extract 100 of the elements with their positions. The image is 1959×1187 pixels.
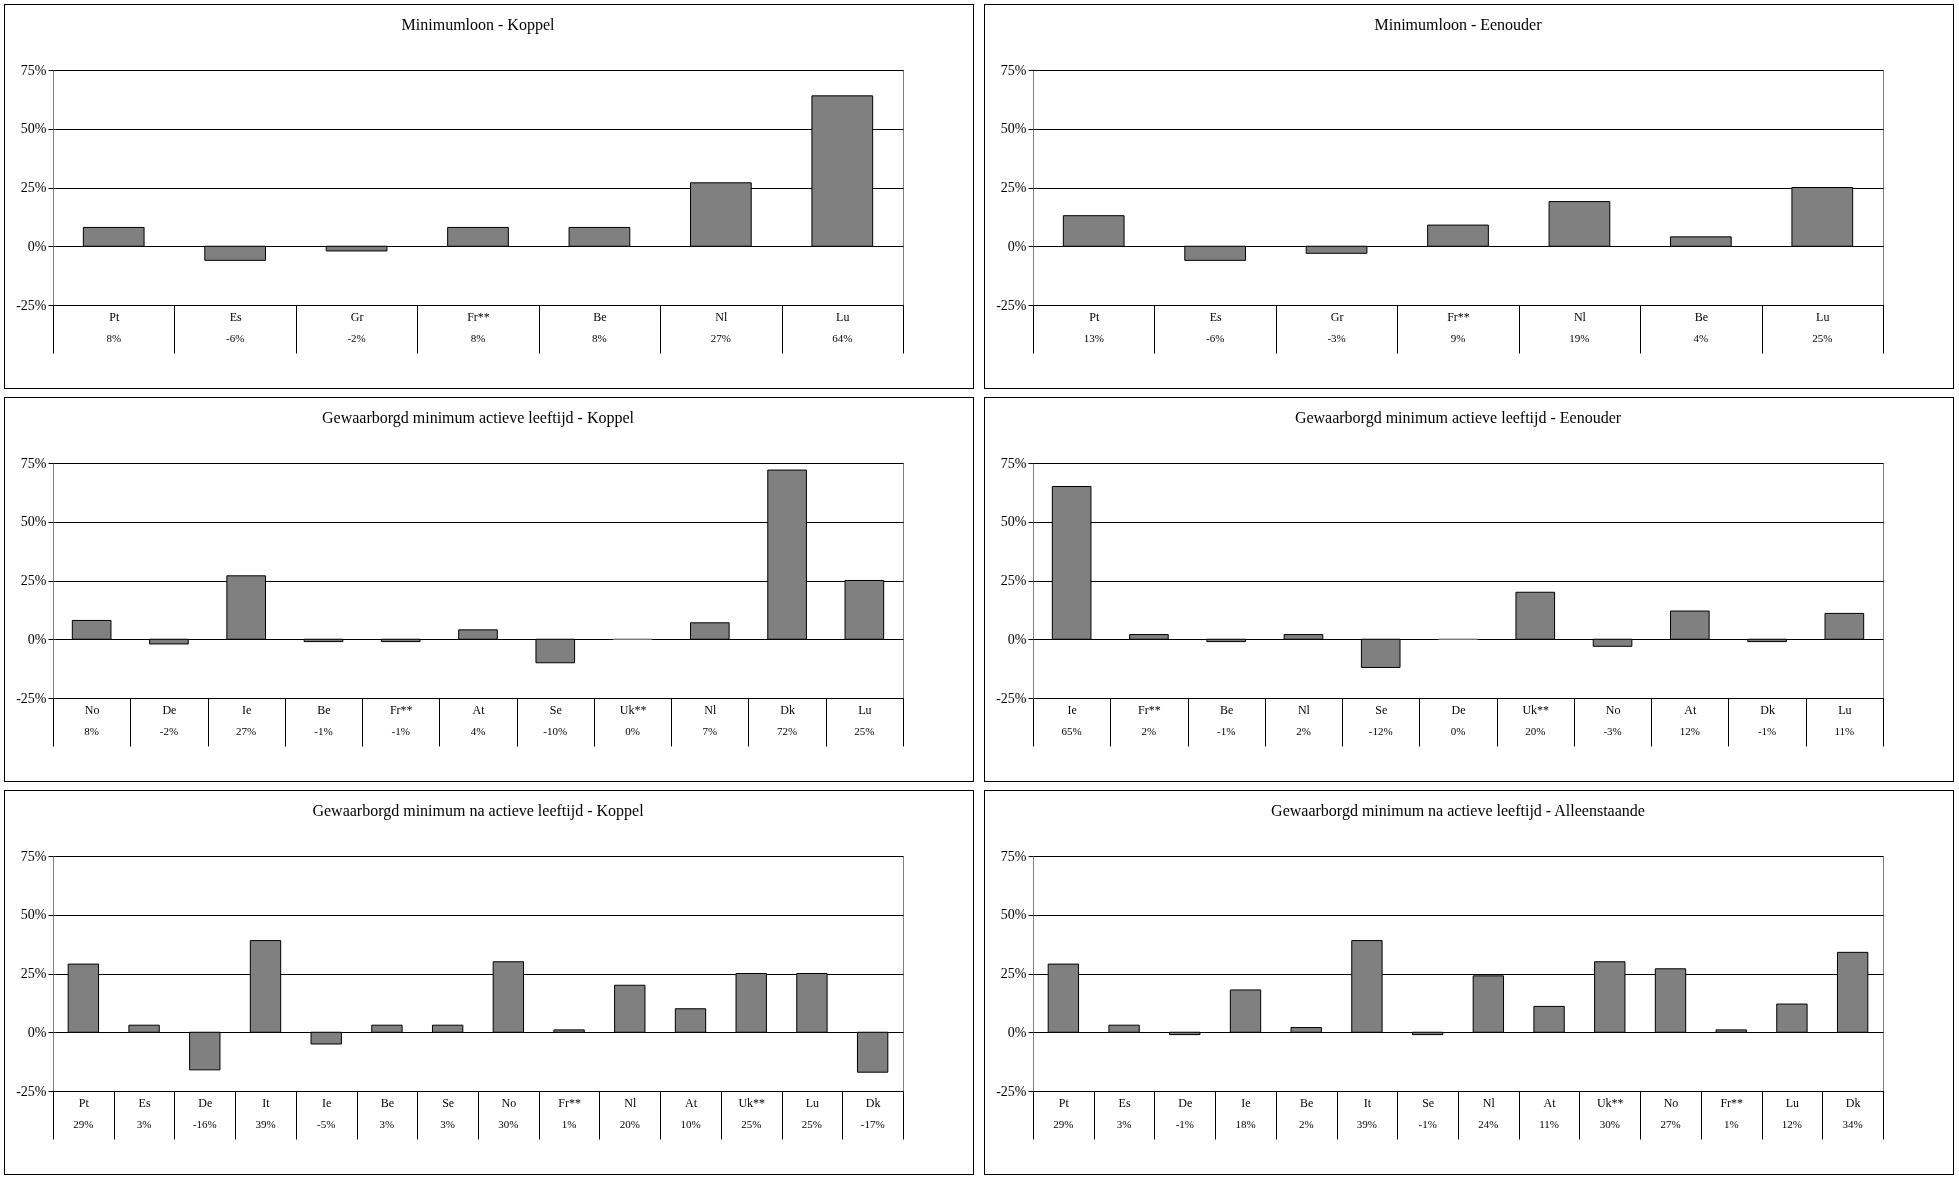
data-label: -3%	[1603, 725, 1622, 737]
data-label: 3%	[379, 1118, 395, 1130]
chart-title: Gewaarborgd minimum na actieve leeftijd - Alleenstaande	[1271, 802, 1645, 820]
data-label: 2%	[1298, 1118, 1314, 1130]
y-tick-label: -25%	[16, 1083, 47, 1099]
y-tick-label: 0%	[27, 631, 47, 647]
data-label: 25%	[741, 1118, 762, 1130]
data-label: 18%	[1235, 1118, 1256, 1130]
x-tick-label: Dk	[865, 1095, 881, 1110]
y-tick-label: -25%	[996, 297, 1027, 313]
chart-title: Gewaarborgd minimum actieve leeftijd - Koppel	[321, 409, 635, 427]
x-tick-label: De	[1178, 1095, 1193, 1110]
data-label: 65%	[1061, 725, 1082, 737]
y-tick-label: 75%	[20, 848, 47, 864]
data-label: -1%	[1175, 1118, 1194, 1130]
data-label: 25%	[1812, 332, 1833, 344]
y-tick-label: 50%	[20, 907, 47, 923]
x-tick-label: Pt	[109, 309, 120, 324]
data-label: 25%	[854, 725, 875, 737]
data-label: 34%	[1842, 1118, 1863, 1130]
y-tick-label: 25%	[1000, 966, 1027, 981]
chart-title: Minimumloon - Koppel	[401, 16, 555, 34]
data-label: 39%	[255, 1118, 276, 1130]
data-label: 12%	[1781, 1118, 1803, 1130]
y-tick-label: 75%	[1000, 455, 1027, 471]
data-label: -3%	[1327, 332, 1346, 344]
data-label: -2%	[347, 332, 366, 344]
x-tick-label: Lu	[1816, 309, 1830, 324]
data-label: 1%	[1723, 1118, 1739, 1130]
y-tick-label: -25%	[16, 690, 47, 706]
data-label: 39%	[1356, 1118, 1378, 1130]
x-tick-label: Dk	[1845, 1095, 1861, 1110]
x-tick-label: Fr**	[1720, 1095, 1744, 1110]
x-tick-label: De	[198, 1095, 213, 1110]
chart-title: Gewaarborgd minimum na actieve leeftijd - Koppel	[312, 802, 645, 820]
data-label: 11%	[1834, 725, 1855, 737]
data-label: -1%	[1217, 725, 1236, 737]
x-tick-label: Nl	[1482, 1095, 1496, 1110]
data-label: -1%	[391, 725, 410, 737]
data-label: 8%	[106, 332, 122, 344]
x-tick-label: No	[1605, 702, 1621, 717]
x-tick-label: Uk**	[1522, 702, 1550, 717]
y-tick-label: 0%	[1007, 1024, 1027, 1040]
data-label: 12%	[1679, 725, 1700, 737]
y-tick-label: 25%	[20, 573, 47, 588]
y-tick-label: 50%	[20, 514, 47, 530]
x-tick-label: Fr**	[1447, 309, 1470, 324]
data-label: 10%	[680, 1118, 701, 1130]
data-label: -2%	[159, 725, 179, 737]
x-tick-label: Uk**	[619, 702, 647, 717]
x-tick-label: No	[1663, 1095, 1679, 1110]
data-label: 13%	[1083, 332, 1104, 344]
data-label: 3%	[440, 1118, 455, 1130]
data-label: -6%	[1205, 332, 1225, 344]
x-tick-label: Fr**	[1138, 702, 1161, 717]
data-label: 3%	[136, 1118, 152, 1130]
x-tick-label: Ie	[322, 1095, 332, 1110]
y-tick-label: 75%	[20, 62, 47, 78]
x-tick-label: Pt	[1089, 309, 1100, 324]
data-label: 29%	[73, 1118, 94, 1130]
data-label: 25%	[801, 1118, 823, 1130]
x-tick-label: Nl	[715, 309, 729, 324]
y-tick-label: 25%	[20, 180, 47, 195]
y-tick-label: 75%	[1000, 848, 1027, 864]
data-label: 7%	[702, 725, 718, 737]
data-label: 8%	[84, 725, 99, 737]
x-tick-label: Se	[1422, 1095, 1435, 1110]
x-tick-label: At	[685, 1095, 698, 1110]
x-tick-label: Be	[1300, 1095, 1314, 1110]
x-tick-label: Es	[138, 1095, 151, 1110]
data-label: 72%	[777, 725, 798, 737]
data-label: 64%	[832, 332, 853, 344]
y-tick-label: 25%	[1000, 573, 1027, 588]
data-label: 0%	[625, 725, 640, 737]
x-tick-label: Dk	[1760, 702, 1775, 717]
x-tick-label: Se	[442, 1095, 455, 1110]
y-tick-label: 50%	[1000, 907, 1027, 923]
data-label: -1%	[1418, 1118, 1437, 1130]
x-tick-label: Pt	[1058, 1095, 1070, 1110]
data-label: 27%	[236, 725, 257, 737]
chart-title: Minimumloon - Eenouder	[1374, 16, 1543, 33]
y-tick-label: -25%	[996, 1083, 1027, 1099]
data-label: 3%	[1116, 1118, 1132, 1130]
x-tick-label: At	[1543, 1095, 1557, 1110]
y-tick-label: 75%	[20, 455, 47, 471]
x-tick-label: Be	[380, 1095, 395, 1110]
x-tick-label: Pt	[78, 1095, 90, 1110]
x-tick-label: Lu	[1785, 1095, 1800, 1110]
data-label: 20%	[1525, 725, 1546, 737]
data-label: 24%	[1478, 1118, 1499, 1130]
x-tick-label: It	[262, 1095, 271, 1110]
x-tick-label: Gr	[1330, 309, 1344, 324]
x-tick-label: No	[501, 1095, 517, 1110]
y-tick-label: 50%	[20, 121, 47, 137]
x-tick-label: Se	[1375, 702, 1388, 717]
x-tick-label: At	[1684, 702, 1697, 717]
y-tick-label: 0%	[27, 1024, 47, 1040]
data-label: -12%	[1368, 725, 1393, 737]
data-label: 8%	[592, 332, 607, 344]
x-tick-label: It	[1363, 1095, 1372, 1110]
